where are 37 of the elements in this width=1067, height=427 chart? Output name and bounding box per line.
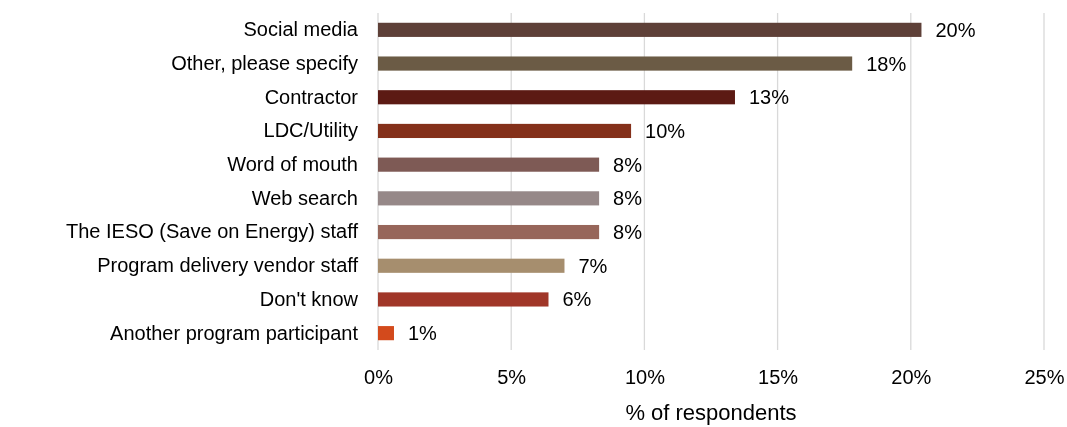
y-tick-label: LDC/Utility: [263, 119, 358, 142]
data-label: 8%: [613, 153, 643, 176]
data-label: 1%: [407, 322, 438, 345]
bar: [378, 90, 735, 105]
y-tick-label: Social media: [243, 18, 359, 41]
bar: [378, 56, 853, 71]
data-label: 13%: [748, 86, 790, 109]
y-tick-label: Other, please specify: [171, 51, 358, 74]
bar: [378, 292, 549, 307]
bar: [378, 326, 394, 341]
y-tick-label: Contractor: [264, 85, 359, 108]
x-tick-label: 15%: [758, 366, 799, 389]
bar: [378, 157, 600, 172]
y-tick-label: Don't know: [259, 287, 359, 310]
bar: [378, 191, 600, 206]
bar: [378, 258, 565, 273]
x-tick-label: 10%: [624, 366, 666, 389]
x-tick-label: 0%: [364, 366, 394, 389]
y-tick-label: Web search: [251, 186, 358, 209]
y-tick-label: The IESO (Save on Energy) staff: [66, 220, 359, 243]
data-label: 6%: [562, 288, 592, 311]
bar: [378, 123, 632, 139]
data-label: 8%: [613, 187, 643, 210]
data-label: 18%: [866, 52, 907, 75]
data-label: 20%: [935, 18, 976, 41]
y-tick-label: Another program participant: [110, 321, 359, 344]
y-tick-label: Word of mouth: [227, 153, 358, 176]
bar: [378, 22, 922, 37]
y-tick-label: Program delivery vendor staff: [97, 254, 359, 277]
x-tick-label: 20%: [891, 366, 932, 389]
x-axis-title: % of respondents: [625, 400, 797, 425]
data-label: 8%: [613, 221, 643, 244]
bar: [378, 224, 600, 240]
x-tick-label: 25%: [1024, 366, 1065, 389]
data-label: 7%: [578, 254, 608, 277]
x-tick-label: 5%: [497, 366, 527, 389]
data-label: 10%: [645, 119, 686, 142]
